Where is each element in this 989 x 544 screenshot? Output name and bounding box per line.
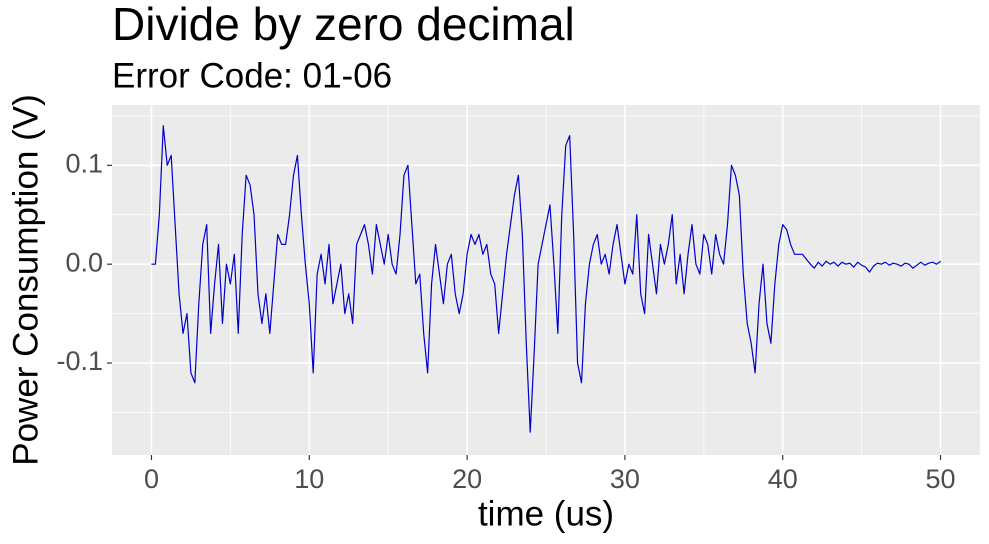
y-tick-label: -0.1 xyxy=(56,346,103,376)
y-axis-title: Power Consumption (V) xyxy=(6,94,45,466)
x-tick-label: 0 xyxy=(144,464,159,494)
chart-subtitle: Error Code: 01-06 xyxy=(112,56,392,95)
y-tick-label: 0.0 xyxy=(65,247,103,277)
series-line xyxy=(151,125,941,433)
x-axis-title: time (us) xyxy=(478,494,614,533)
x-tick-label: 20 xyxy=(452,464,482,494)
chart-title: Divide by zero decimal xyxy=(112,0,575,50)
y-tick-label: 0.1 xyxy=(65,148,103,178)
x-tick-label: 50 xyxy=(926,464,956,494)
x-tick-label: 30 xyxy=(610,464,640,494)
x-tick-label: 40 xyxy=(768,464,798,494)
x-tick-label: 10 xyxy=(294,464,324,494)
